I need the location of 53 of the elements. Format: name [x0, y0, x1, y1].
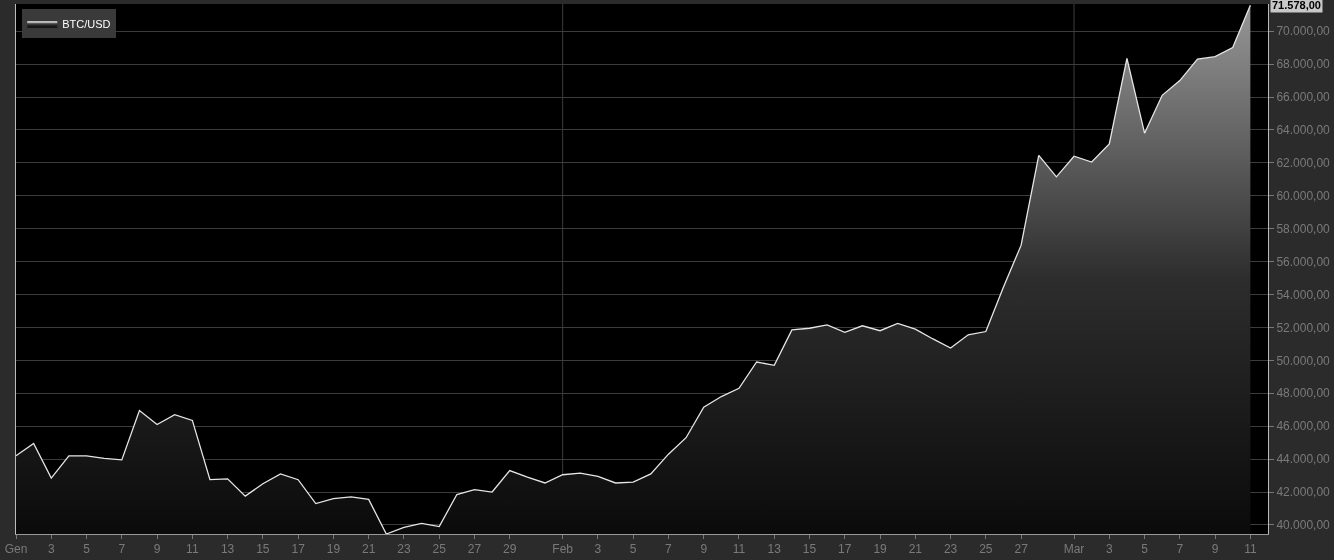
y-tick-label: 56.000,00 — [1276, 254, 1331, 269]
x-tick-label: 13 — [767, 542, 782, 557]
x-tick-label: 23 — [397, 542, 411, 557]
x-tick-label: 17 — [838, 542, 852, 557]
x-tick-label: 29 — [503, 542, 517, 557]
x-tick-label: 7 — [1176, 542, 1184, 557]
x-tick-label: 25 — [432, 542, 447, 557]
x-tick-label: 27 — [1014, 542, 1029, 557]
x-tick-label: 7 — [118, 542, 126, 557]
x-tick-label: 11 — [732, 542, 746, 557]
legend-label: BTC/USD — [62, 18, 111, 31]
y-tick-label: 68.000,00 — [1276, 57, 1331, 72]
y-tick-label: 54.000,00 — [1276, 287, 1331, 302]
x-tick-label: 7 — [665, 542, 673, 557]
x-tick-label: 9 — [1211, 542, 1219, 557]
x-tick-label: 9 — [153, 542, 161, 557]
x-tick-label: Mar — [1063, 542, 1085, 557]
x-tick-label: 5 — [1141, 542, 1149, 557]
y-tick-label: 50.000,00 — [1276, 353, 1331, 368]
x-tick-label: 3 — [594, 542, 602, 557]
y-tick-label: 58.000,00 — [1276, 221, 1331, 236]
y-tick-label: 64.000,00 — [1276, 123, 1331, 138]
y-tick-label: 42.000,00 — [1276, 485, 1331, 500]
x-tick-label: 11 — [186, 542, 199, 557]
y-tick-label: 66.000,00 — [1276, 90, 1331, 105]
y-tick-label: 48.000,00 — [1276, 386, 1331, 401]
x-tick-label: 3 — [1105, 542, 1113, 557]
x-tick-label: 13 — [220, 542, 235, 557]
x-tick-label: 23 — [943, 542, 958, 557]
x-tick-label: 5 — [629, 542, 637, 557]
y-tick-label: 62.000,00 — [1276, 156, 1331, 171]
x-tick-label: 25 — [979, 542, 993, 557]
x-tick-label: 15 — [256, 542, 270, 557]
annotation: 71.578,00 — [1272, 0, 1321, 11]
x-tick-label: 11 — [1244, 542, 1257, 557]
x-tick-label: 3 — [47, 542, 55, 557]
y-tick-label: 44.000,00 — [1276, 452, 1331, 467]
x-tick-label: 17 — [291, 542, 306, 557]
x-tick-label: 5 — [83, 542, 91, 557]
y-tick-label: 40.000,00 — [1276, 518, 1331, 533]
x-tick-label: 21 — [362, 542, 376, 557]
y-tick-label: 46.000,00 — [1276, 419, 1331, 434]
y-tick-label: 70.000,00 — [1276, 24, 1331, 39]
x-tick-label: 19 — [873, 542, 888, 557]
x-tick-label: Gen — [4, 542, 28, 557]
x-tick-label: 21 — [908, 542, 923, 557]
x-tick-label: 27 — [467, 542, 482, 557]
y-tick-label: 60.000,00 — [1276, 188, 1331, 203]
y-tick-label: 52.000,00 — [1276, 320, 1331, 335]
x-tick-label: Feb — [552, 542, 574, 557]
x-tick-label: 9 — [700, 542, 708, 557]
x-tick-label: 15 — [802, 542, 817, 557]
x-tick-label: 19 — [326, 542, 341, 557]
